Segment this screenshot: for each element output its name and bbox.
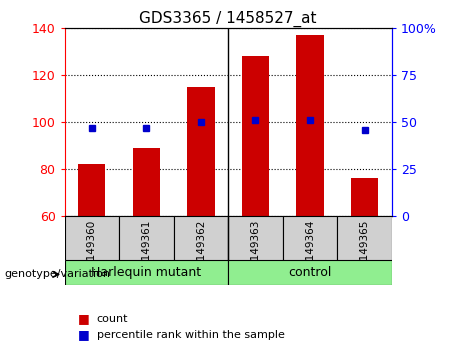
Bar bbox=[283, 216, 337, 260]
Text: control: control bbox=[288, 266, 332, 279]
Bar bbox=[119, 216, 174, 260]
Text: GSM149361: GSM149361 bbox=[142, 219, 151, 283]
Text: ■: ■ bbox=[78, 312, 90, 325]
Text: GSM149360: GSM149360 bbox=[87, 219, 97, 283]
Bar bbox=[187, 87, 214, 216]
Bar bbox=[65, 216, 119, 260]
Text: GSM149363: GSM149363 bbox=[250, 219, 260, 283]
Bar bbox=[228, 260, 392, 285]
Bar bbox=[242, 56, 269, 216]
Text: genotype/variation: genotype/variation bbox=[5, 269, 111, 279]
Title: GDS3365 / 1458527_at: GDS3365 / 1458527_at bbox=[139, 11, 317, 27]
Text: count: count bbox=[97, 314, 128, 324]
Bar bbox=[133, 148, 160, 216]
Text: GSM149362: GSM149362 bbox=[196, 219, 206, 283]
Text: GSM149364: GSM149364 bbox=[305, 219, 315, 283]
Bar bbox=[65, 260, 228, 285]
Text: ■: ■ bbox=[78, 328, 90, 341]
Text: GSM149365: GSM149365 bbox=[360, 219, 370, 283]
Bar bbox=[78, 164, 106, 216]
Bar bbox=[174, 216, 228, 260]
Text: percentile rank within the sample: percentile rank within the sample bbox=[97, 330, 285, 339]
Bar bbox=[296, 35, 324, 216]
Bar bbox=[228, 216, 283, 260]
Bar bbox=[337, 216, 392, 260]
Text: Harlequin mutant: Harlequin mutant bbox=[91, 266, 201, 279]
Bar bbox=[351, 178, 378, 216]
